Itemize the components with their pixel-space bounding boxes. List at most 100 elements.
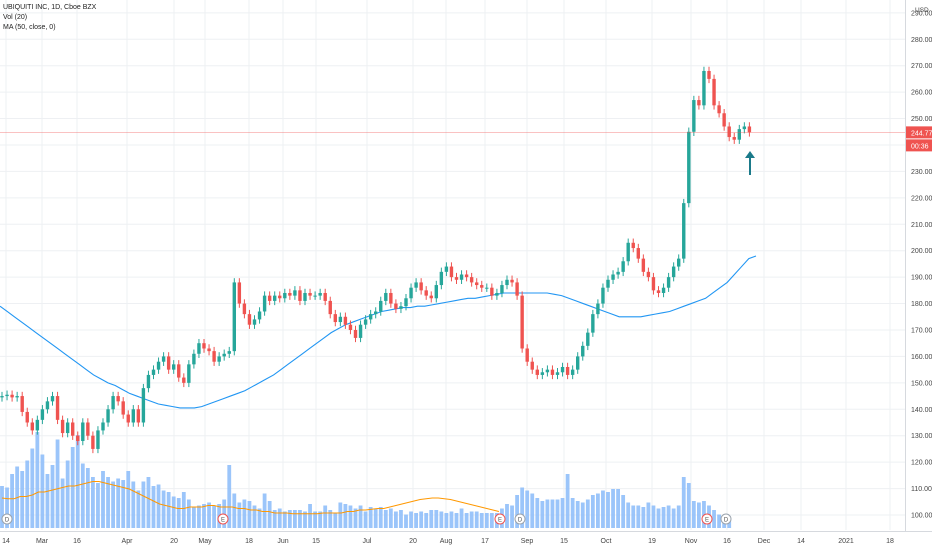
candle-body bbox=[651, 277, 656, 291]
volume-bar bbox=[207, 502, 211, 528]
candle-body bbox=[257, 311, 262, 320]
volume-bar bbox=[484, 513, 489, 528]
candle-body bbox=[510, 279, 514, 283]
event-marker-glyph: E bbox=[498, 518, 502, 524]
event-marker-glyph: D bbox=[5, 518, 10, 524]
candle-body bbox=[298, 290, 302, 301]
candle-body bbox=[232, 282, 236, 352]
volume-bar bbox=[691, 501, 696, 528]
volume-bar bbox=[5, 487, 9, 528]
candle-body bbox=[525, 348, 529, 362]
event-marker-glyph: E bbox=[705, 518, 709, 524]
up-arrow-icon bbox=[745, 151, 755, 175]
y-tick-label: 150.00 bbox=[911, 380, 932, 387]
event-marker-icon bbox=[720, 513, 732, 525]
candle-body bbox=[560, 366, 565, 373]
symbol-title[interactable]: UBIQUITI INC, 1D, Cboe BZX bbox=[3, 4, 97, 11]
ma-indicator-label[interactable]: MA (50, close, 0) bbox=[3, 24, 56, 31]
candle-body bbox=[712, 78, 716, 106]
volume-bar bbox=[535, 498, 540, 528]
volume-bar bbox=[318, 511, 323, 528]
volume-bar bbox=[20, 471, 25, 528]
y-tick-label: 180.00 bbox=[911, 301, 932, 308]
volume-bar bbox=[545, 499, 550, 528]
volume-bar bbox=[40, 454, 45, 528]
x-tick-label: Aug bbox=[440, 538, 453, 545]
volume-bar bbox=[727, 520, 732, 528]
volume-bar bbox=[409, 511, 413, 528]
volume-pane bbox=[0, 432, 732, 528]
candle-body bbox=[35, 419, 40, 431]
candle-body bbox=[656, 290, 661, 293]
candle-body bbox=[187, 364, 191, 383]
candle-body bbox=[394, 303, 398, 309]
volume-bar bbox=[91, 477, 95, 528]
volume-bar bbox=[131, 481, 136, 528]
candle-body bbox=[20, 396, 24, 412]
volume-bar bbox=[378, 507, 383, 528]
volume-bar bbox=[601, 490, 605, 528]
y-tick-label: 190.00 bbox=[911, 275, 932, 282]
volume-indicator-label[interactable]: Vol (20) bbox=[3, 14, 28, 21]
candle-body bbox=[131, 409, 135, 423]
volume-bar bbox=[186, 499, 191, 528]
candle-body bbox=[636, 248, 640, 259]
volume-bar bbox=[666, 505, 671, 528]
volume-bar bbox=[399, 510, 403, 528]
y-tick-label: 100.00 bbox=[911, 513, 932, 520]
candle-body bbox=[379, 300, 383, 312]
y-tick-label: 210.00 bbox=[911, 222, 932, 229]
candle-body bbox=[15, 396, 19, 398]
y-tick-label: 140.00 bbox=[911, 407, 932, 414]
volume-bar bbox=[212, 505, 216, 528]
candle-body bbox=[747, 126, 752, 133]
x-tick-label: 20 bbox=[170, 538, 178, 545]
candle-body bbox=[60, 419, 65, 434]
volume-bar bbox=[328, 510, 333, 528]
volume-bar bbox=[444, 513, 449, 528]
candle-body bbox=[485, 287, 489, 289]
candle-body bbox=[338, 316, 343, 323]
volume-bar bbox=[459, 508, 464, 528]
x-tick-label: Apr bbox=[122, 538, 134, 545]
volume-bar bbox=[646, 502, 651, 528]
volume-bar bbox=[631, 505, 636, 528]
x-tick-label: Jul bbox=[363, 538, 372, 545]
candle-body bbox=[65, 422, 70, 434]
volume-bar bbox=[656, 508, 661, 528]
candle-body bbox=[71, 422, 75, 436]
event-marker-icon bbox=[514, 513, 526, 525]
candle-body bbox=[702, 70, 706, 106]
volume-bar bbox=[35, 432, 40, 528]
candle-body bbox=[434, 285, 438, 299]
volume-bar bbox=[626, 502, 631, 528]
volume-bar bbox=[636, 505, 641, 528]
volume-bar bbox=[404, 514, 408, 528]
volume-bar bbox=[712, 510, 716, 528]
volume-bar bbox=[303, 511, 307, 528]
volume-bar bbox=[419, 511, 424, 528]
candle-body bbox=[278, 295, 282, 299]
candle-body bbox=[444, 266, 449, 272]
candle-body bbox=[242, 303, 247, 315]
volume-bar bbox=[363, 511, 368, 528]
x-tick-label: Mar bbox=[36, 538, 49, 545]
volume-bar bbox=[227, 465, 232, 528]
candle-body bbox=[727, 126, 731, 138]
volume-bar bbox=[121, 480, 126, 528]
volume-bar bbox=[25, 460, 30, 528]
candle-body bbox=[328, 300, 332, 315]
candle-body bbox=[414, 282, 418, 288]
candle-body bbox=[166, 356, 171, 370]
volume-bar bbox=[151, 486, 156, 528]
candle-body bbox=[146, 374, 151, 389]
volume-bar bbox=[590, 495, 595, 528]
event-marker-icon bbox=[494, 513, 506, 525]
volume-bar bbox=[661, 507, 666, 528]
y-tick-label: 280.00 bbox=[911, 37, 932, 44]
x-tick-label: 18 bbox=[886, 538, 894, 545]
volume-bar bbox=[353, 508, 358, 528]
